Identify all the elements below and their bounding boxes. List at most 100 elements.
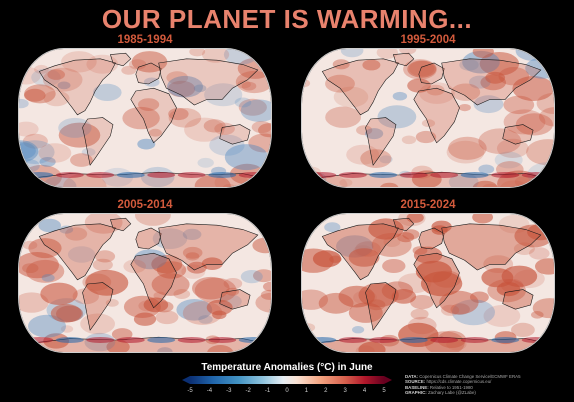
warm-anomaly bbox=[503, 109, 546, 135]
warm-anomaly bbox=[26, 259, 65, 283]
warm-anomaly bbox=[19, 292, 49, 313]
colorbar-tick-label: 1 bbox=[304, 388, 309, 394]
warm-anomaly bbox=[532, 298, 554, 319]
warm-anomaly bbox=[460, 337, 489, 343]
warm-anomaly bbox=[22, 240, 38, 250]
warm-anomaly bbox=[167, 80, 196, 98]
warm-anomaly bbox=[362, 59, 381, 71]
colorbar-tick-label: 0 bbox=[285, 388, 289, 394]
cold-anomaly bbox=[81, 148, 96, 157]
cold-anomaly bbox=[208, 172, 237, 178]
warm-anomaly bbox=[192, 276, 230, 300]
warm-anomaly bbox=[472, 180, 498, 187]
cold-anomaly bbox=[473, 95, 504, 114]
warm-anomaly bbox=[92, 258, 113, 271]
continent-australia bbox=[502, 124, 534, 145]
credits-graphic: GRAPHIC: Zachary Labe (@ZLabe) bbox=[405, 390, 476, 396]
continent-asia bbox=[158, 58, 259, 106]
warm-anomaly bbox=[483, 305, 521, 327]
cold-anomaly bbox=[157, 347, 173, 352]
warm-anomaly bbox=[214, 122, 235, 135]
cold-anomaly bbox=[19, 98, 29, 109]
cold-anomaly bbox=[93, 83, 122, 101]
continent-asia bbox=[441, 223, 542, 271]
warm-anomaly bbox=[426, 84, 445, 96]
warm-anomaly bbox=[70, 153, 93, 167]
continent-africa bbox=[130, 87, 177, 144]
warm-anomaly bbox=[402, 229, 420, 240]
warm-anomaly bbox=[498, 67, 530, 86]
cold-anomaly bbox=[25, 172, 54, 178]
cold-anomaly bbox=[377, 105, 417, 129]
warm-anomaly bbox=[346, 144, 380, 165]
warm-anomaly bbox=[65, 227, 88, 241]
cold-anomaly bbox=[469, 75, 491, 89]
colorbar-tick-label: -5 bbox=[187, 388, 193, 394]
warm-anomaly bbox=[138, 300, 157, 312]
cold-anomaly bbox=[365, 128, 384, 140]
warm-anomaly bbox=[512, 76, 554, 101]
warm-anomaly bbox=[189, 49, 206, 57]
warm-anomaly bbox=[339, 178, 353, 187]
cold-anomaly bbox=[19, 140, 39, 163]
warm-anomaly bbox=[194, 175, 231, 187]
warm-anomaly bbox=[318, 292, 354, 314]
continent-asia bbox=[158, 223, 259, 271]
cold-anomaly bbox=[240, 270, 263, 284]
anomaly-map-2 bbox=[302, 49, 554, 187]
warm-anomaly bbox=[123, 259, 146, 274]
warm-anomaly bbox=[521, 337, 550, 343]
continent-greenland bbox=[110, 52, 132, 67]
cold-anomaly bbox=[204, 83, 243, 107]
warm-anomaly bbox=[177, 172, 206, 178]
cold-anomaly bbox=[176, 299, 213, 321]
cold-anomaly bbox=[182, 228, 202, 240]
cold-anomaly bbox=[67, 246, 96, 263]
cold-anomaly bbox=[369, 172, 398, 178]
continent-australia bbox=[219, 124, 251, 145]
warm-anomaly bbox=[208, 337, 237, 343]
cold-anomaly bbox=[352, 326, 365, 334]
cold-anomaly bbox=[147, 337, 176, 343]
warm-anomaly bbox=[369, 337, 398, 343]
warm-anomaly bbox=[535, 173, 554, 187]
warm-anomaly bbox=[122, 106, 160, 130]
warm-anomaly bbox=[47, 69, 65, 80]
warm-anomaly bbox=[263, 281, 271, 292]
colorbar-tick-label: -4 bbox=[206, 388, 213, 394]
warm-anomaly bbox=[147, 172, 176, 178]
warm-anomaly bbox=[458, 104, 471, 112]
continent-australia bbox=[219, 289, 251, 310]
warm-anomaly bbox=[184, 117, 225, 142]
warm-anomaly bbox=[222, 184, 237, 187]
warm-anomaly bbox=[177, 337, 206, 343]
cold-anomaly bbox=[224, 144, 268, 171]
panel-title-2: 1995-2004 bbox=[400, 34, 456, 46]
warm-anomaly bbox=[485, 71, 506, 84]
warm-anomaly bbox=[151, 273, 190, 296]
warm-anomaly bbox=[360, 149, 392, 168]
warm-anomaly bbox=[332, 59, 350, 70]
cold-anomaly bbox=[491, 337, 520, 343]
credits-baseline: BASELINE: Relative to 1951-1980 bbox=[405, 384, 473, 390]
warm-anomaly bbox=[479, 52, 520, 76]
cold-anomaly bbox=[240, 99, 271, 122]
warm-anomaly bbox=[85, 269, 129, 296]
warm-anomaly bbox=[60, 325, 74, 333]
warm-anomaly bbox=[255, 292, 271, 313]
warm-anomaly bbox=[401, 135, 417, 145]
cold-anomaly bbox=[137, 138, 156, 150]
warm-anomaly bbox=[430, 172, 459, 178]
cold-anomaly bbox=[379, 155, 393, 164]
warm-anomaly bbox=[348, 302, 383, 323]
warm-anomaly bbox=[94, 250, 116, 263]
cold-anomaly bbox=[392, 91, 408, 101]
warm-anomaly bbox=[207, 345, 234, 352]
warm-anomaly bbox=[19, 252, 59, 279]
warm-anomaly bbox=[155, 310, 179, 325]
warm-anomaly bbox=[166, 71, 188, 85]
warm-anomaly bbox=[415, 130, 437, 144]
cold-anomaly bbox=[39, 157, 56, 167]
warm-anomaly bbox=[430, 337, 459, 343]
warm-anomaly bbox=[496, 138, 529, 158]
